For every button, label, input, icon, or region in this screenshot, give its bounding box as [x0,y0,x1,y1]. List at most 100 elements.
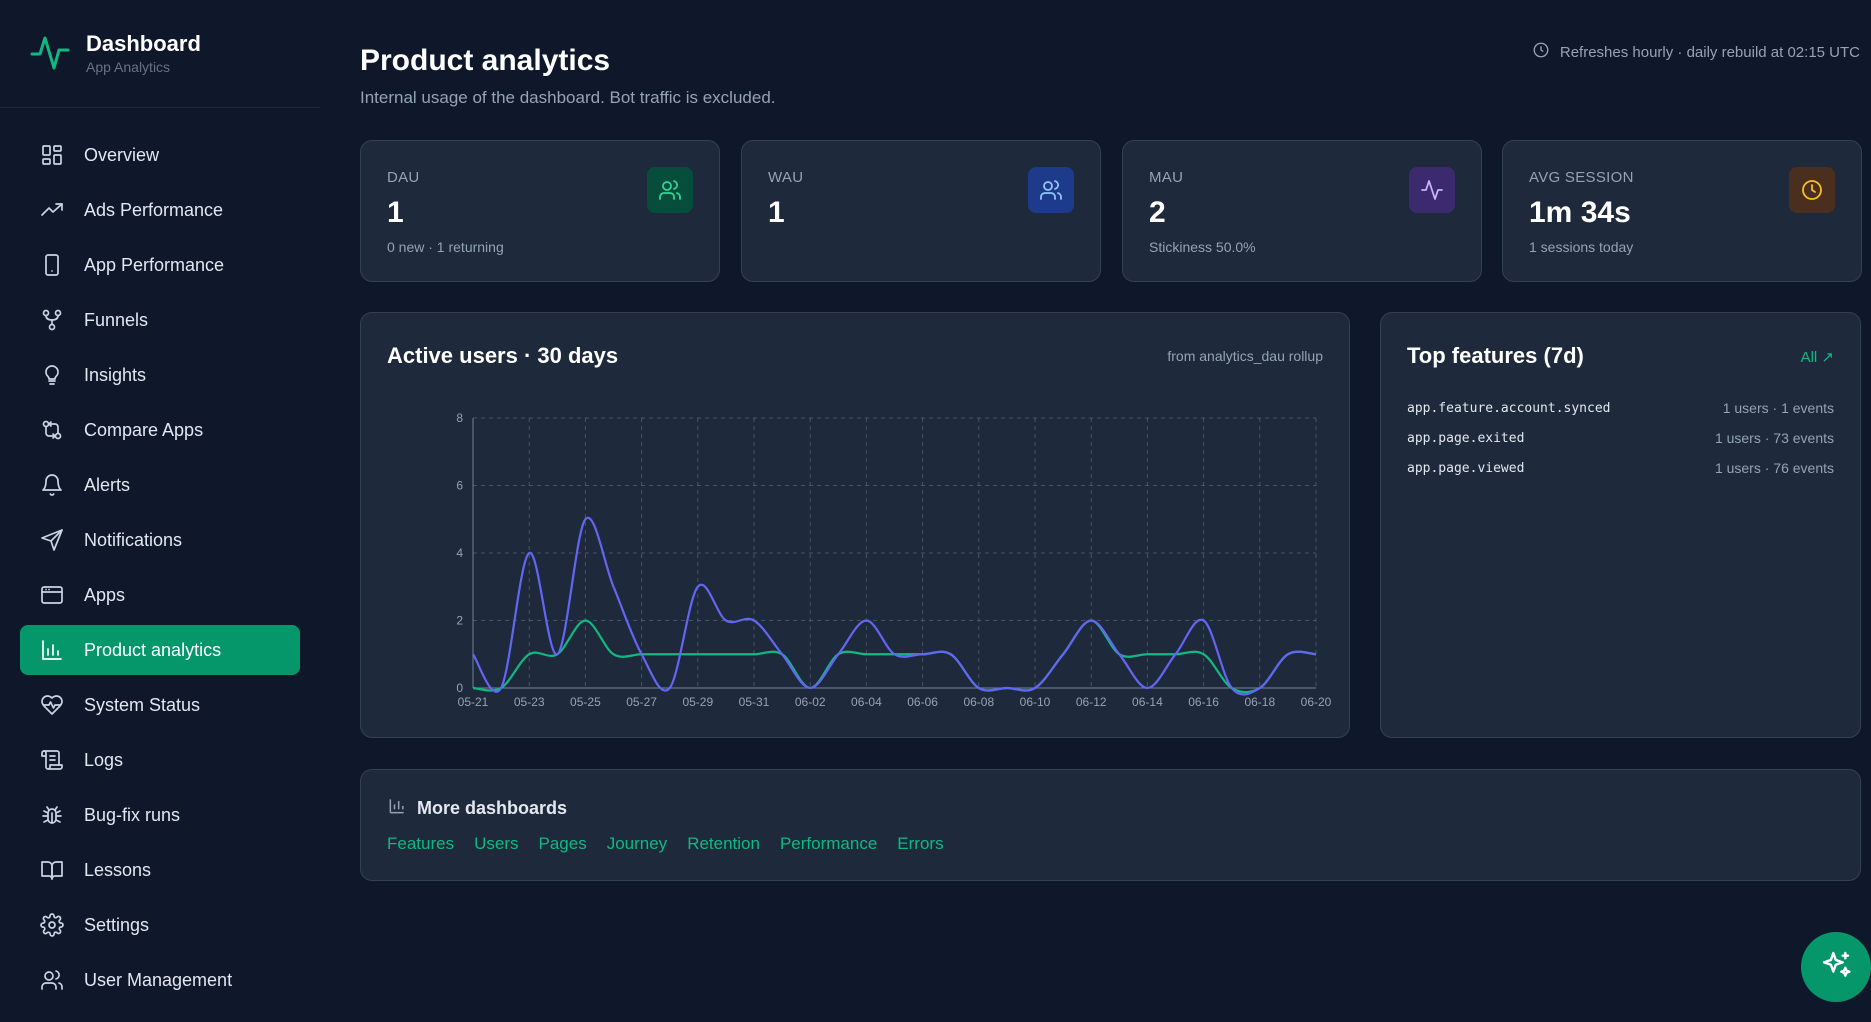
heart-pulse-icon [40,693,64,717]
bug-icon [40,803,64,827]
sidebar-item-app-performance[interactable]: App Performance [20,240,300,290]
sidebar-item-insights[interactable]: Insights [20,350,300,400]
bar-chart-icon [387,796,417,821]
sidebar-item-system-status[interactable]: System Status [20,680,300,730]
feature-row: app.page.viewed 1 users · 76 events [1407,453,1834,483]
sidebar-item-logs[interactable]: Logs [20,735,300,785]
users-icon [1028,167,1074,213]
sidebar-item-user-management[interactable]: User Management [20,955,300,1005]
all-features-link[interactable]: All ↗ [1800,349,1834,366]
sidebar-item-notifications[interactable]: Notifications [20,515,300,565]
sidebar-item-apps[interactable]: Apps [20,570,300,620]
y-tick-label: 6 [456,479,463,493]
dashboard-link-journey[interactable]: Journey [606,834,668,853]
users-icon [647,167,693,213]
x-tick-label: 05-27 [626,695,657,709]
active-users-chart: 0 2 4 6 8 05-21 05-23 05-25 05-27 05-29 05-31 06-02… [456,411,1332,709]
top-features-card: Top features (7d) All ↗ app.feature.acco… [1380,312,1861,738]
sidebar-item-compare-apps[interactable]: Compare Apps [20,405,300,455]
y-tick-label: 4 [456,546,463,560]
sparkles-icon [1820,949,1852,986]
sidebar-item-product-analytics[interactable]: Product analytics [20,625,300,675]
sidebar: Dashboard App Analytics Overview Ads Perf… [0,0,320,1022]
chart-title: Active users · 30 days [387,343,619,368]
feature-name: app.page.exited [1407,430,1525,446]
brand-subtitle: App Analytics [86,59,171,75]
feature-name: app.page.viewed [1407,460,1525,476]
sidebar-item-settings[interactable]: Settings [20,900,300,950]
more-dashboards-title: More dashboards [417,798,568,818]
feature-name: app.feature.account.synced [1407,400,1611,416]
refresh-info: Refreshes hourly · daily rebuild at 02:1… [1532,41,1860,63]
feature-row: app.page.exited 1 users · 73 events [1407,423,1834,453]
sidebar-item-overview[interactable]: Overview [20,130,300,180]
more-dashboards-links: Features Users Pages Journey Retention Perfor… [387,834,964,854]
kpi-card-dau: DAU 1 0 new · 1 returning [360,140,720,282]
sidebar-item-label: Ads Performance [84,199,224,220]
x-tick-label: 06-20 [1301,695,1332,709]
kpi-label: AVG SESSION [1529,169,1634,186]
x-tick-label: 06-10 [1020,695,1051,709]
x-tick-label: 06-06 [907,695,938,709]
y-tick-label: 0 [456,681,463,695]
x-tick-label: 06-14 [1132,695,1163,709]
sidebar-item-alerts[interactable]: Alerts [20,460,300,510]
sidebar-item-label: Bug-fix runs [84,804,181,825]
kpi-label: DAU [387,169,420,186]
brand-title: Dashboard [86,31,201,56]
top-features-list: app.feature.account.synced 1 users · 1 ev… [1407,393,1834,483]
sidebar-item-label: Insights [84,364,147,385]
dashboard-link-pages[interactable]: Pages [538,834,587,853]
kpi-value: 1 [387,196,404,229]
sidebar-item-label: Compare Apps [84,419,204,440]
lightbulb-icon [40,363,64,387]
more-dashboards-card: More dashboards Features Users Pages Journe… [360,769,1861,881]
gear-icon [40,913,64,937]
divider [0,107,320,108]
sidebar-item-label: Alerts [84,474,131,495]
kpi-label: WAU [768,169,804,186]
sidebar-item-label: User Management [84,969,233,990]
brand[interactable]: Dashboard App Analytics [30,30,201,76]
kpi-subtext: 1 sessions today [1529,239,1634,255]
sidebar-item-lessons[interactable]: Lessons [20,845,300,895]
sidebar-item-label: Product analytics [84,639,222,660]
bar-chart-icon [40,638,64,662]
funnel-nodes-icon [40,308,64,332]
x-tick-label: 06-02 [795,695,826,709]
page-subtitle: Internal usage of the dashboard. Bot tra… [360,88,776,107]
feature-stat: 1 users · 76 events [1714,460,1834,476]
active-users-card: Active users · 30 days from analytics_da… [360,312,1350,738]
kpi-value: 1m 34s [1529,196,1631,229]
y-tick-label: 8 [456,411,463,425]
dashboard-link-retention[interactable]: Retention [687,834,760,853]
series-line-0 [472,516,1317,696]
kpi-value: 2 [1149,196,1166,229]
app-window-icon [40,583,64,607]
dashboard-link-features[interactable]: Features [387,834,455,853]
feature-stat: 1 users · 1 events [1722,400,1834,416]
git-compare-icon [40,418,64,442]
activity-icon [1409,167,1455,213]
clock-icon [1789,167,1835,213]
dashboard-link-users[interactable]: Users [474,834,519,853]
sidebar-item-label: App Performance [84,254,225,275]
grid-icon [40,143,64,167]
kpi-value: 1 [768,196,785,229]
sidebar-item-label: Lessons [84,859,152,880]
ai-assistant-button[interactable] [1801,932,1871,1002]
feature-stat: 1 users · 73 events [1714,430,1834,446]
sidebar-item-funnels[interactable]: Funnels [20,295,300,345]
users-icon [40,968,64,992]
kpi-subtext: Stickiness 50.0% [1149,239,1256,255]
x-tick-label: 06-16 [1188,695,1219,709]
sidebar-item-bug-fix-runs[interactable]: Bug-fix runs [20,790,300,840]
x-tick-label: 05-21 [458,695,489,709]
sidebar-item-ads-performance[interactable]: Ads Performance [20,185,300,235]
dashboard-link-performance[interactable]: Performance [779,834,878,853]
send-icon [40,528,64,552]
dashboard-link-errors[interactable]: Errors [897,834,944,853]
page-title: Product analytics [360,44,611,77]
kpi-card-mau: MAU 2 Stickiness 50.0% [1122,140,1482,282]
bell-icon [40,473,64,497]
